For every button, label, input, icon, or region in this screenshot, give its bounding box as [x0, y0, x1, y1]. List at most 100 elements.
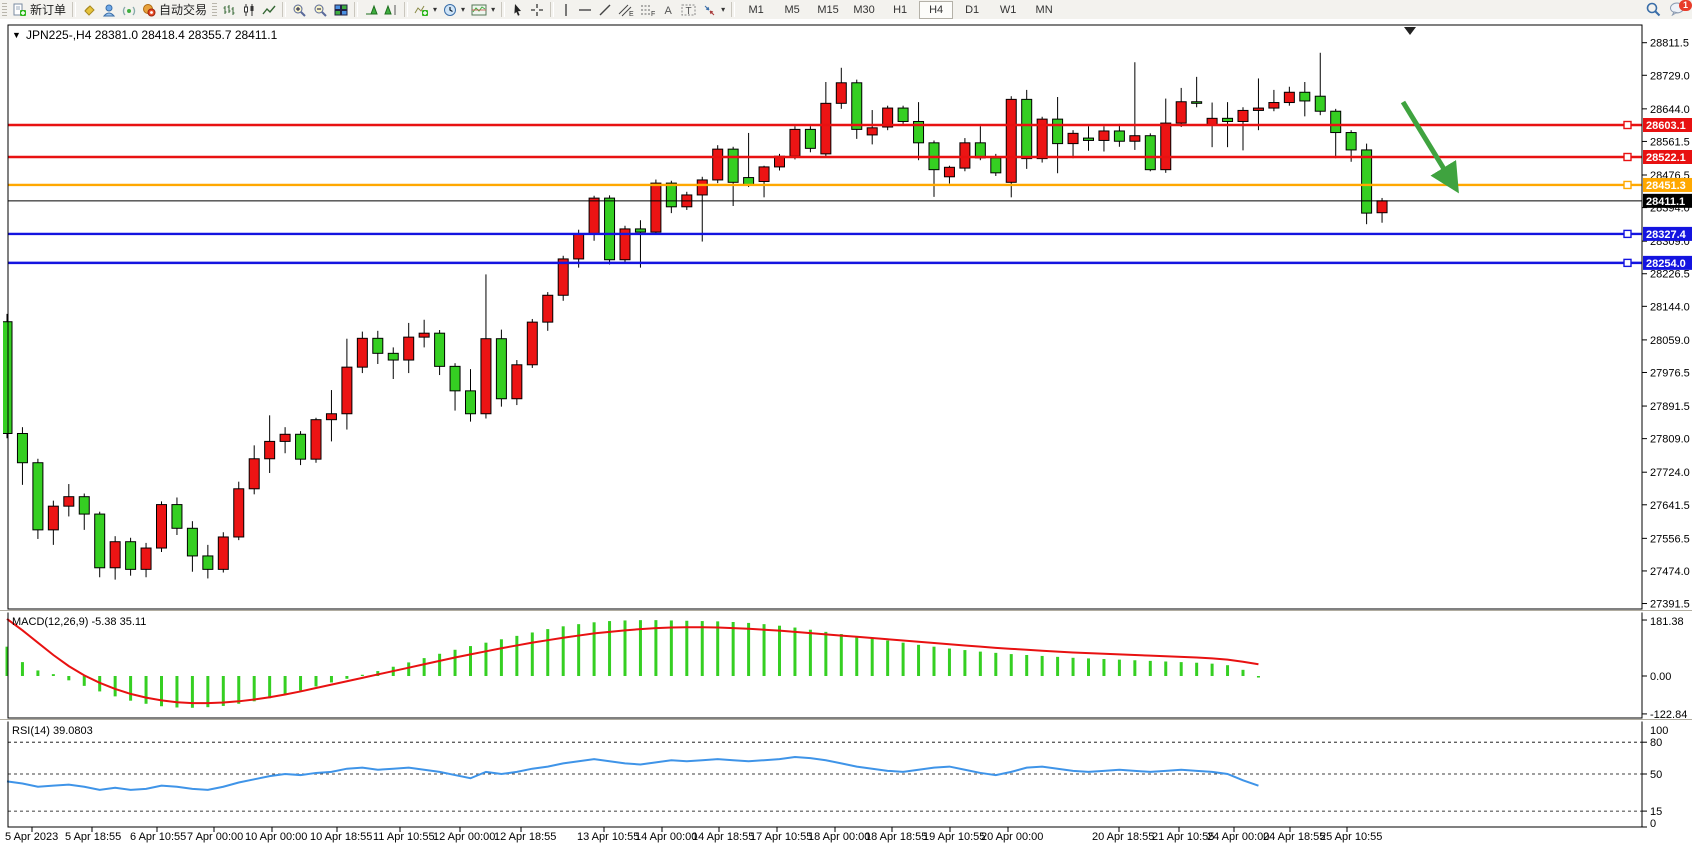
arrows-tool[interactable]: ▾ — [699, 1, 728, 18]
svg-text:28059.0: 28059.0 — [1650, 335, 1690, 347]
styles-button[interactable] — [79, 1, 99, 18]
svg-text:21 Apr 10:55: 21 Apr 10:55 — [1152, 831, 1214, 843]
timeframe-D1[interactable]: D1 — [965, 3, 980, 16]
svg-text:28644.0: 28644.0 — [1650, 104, 1690, 116]
svg-text:18 Apr 00:00: 18 Apr 00:00 — [808, 831, 870, 843]
auto-scroll-button[interactable] — [361, 1, 381, 18]
svg-text:12 Apr 18:55: 12 Apr 18:55 — [494, 831, 556, 843]
svg-text:28603.1: 28603.1 — [1646, 120, 1686, 132]
crosshair-icon — [531, 3, 544, 16]
chart-labels: ▼ JPN225-,H4 28381.0 28418.4 28355.7 2841… — [12, 28, 278, 737]
toolbar-grip[interactable] — [212, 3, 218, 16]
text-label-tool[interactable]: T — [678, 1, 699, 18]
tile-windows-button[interactable] — [331, 1, 351, 18]
toolbar-grip[interactable] — [2, 3, 7, 16]
svg-text:50: 50 — [1650, 769, 1662, 781]
timeframe-H1[interactable]: H1 — [893, 3, 908, 16]
zoom-out-button[interactable] — [310, 1, 331, 18]
cursor-tool-button[interactable] — [508, 1, 527, 18]
chart-shift-marker[interactable] — [1404, 27, 1416, 35]
text-label-icon: T — [681, 4, 696, 17]
search-icon[interactable] — [1645, 2, 1661, 17]
indicators-button[interactable]: ▾ — [411, 1, 440, 18]
fibonacci-icon: F — [641, 5, 655, 17]
arrows-icon — [704, 5, 715, 15]
svg-text:28411.1: 28411.1 — [1646, 196, 1685, 208]
svg-text:17 Apr 10:55: 17 Apr 10:55 — [750, 831, 812, 843]
svg-text:14 Apr 00:00: 14 Apr 00:00 — [635, 831, 697, 843]
signals-button[interactable] — [119, 1, 139, 18]
timeframe-W1[interactable]: W1 — [999, 3, 1017, 16]
toolbar-separator — [501, 2, 506, 17]
zoom-out-icon — [314, 4, 327, 17]
indicators-icon — [414, 5, 429, 16]
dropdown-caret: ▾ — [721, 5, 726, 14]
svg-text:10 Apr 18:55: 10 Apr 18:55 — [310, 831, 372, 843]
bar-chart-button[interactable] — [219, 1, 239, 18]
periods-button[interactable]: ▾ — [440, 1, 468, 18]
dropdown-caret: ▾ — [433, 5, 438, 14]
svg-text:20 Apr 18:55: 20 Apr 18:55 — [1092, 831, 1154, 843]
svg-text:5 Apr 2023: 5 Apr 2023 — [5, 831, 58, 843]
timeframe-M1[interactable]: M1 — [748, 3, 764, 16]
timeframe-M15[interactable]: M15 — [817, 3, 839, 16]
rsi-label: RSI(14) 39.0803 — [12, 725, 93, 737]
timeframe-H4[interactable]: H4 — [919, 0, 954, 19]
community-button[interactable] — [99, 1, 119, 18]
svg-text:27474.0: 27474.0 — [1650, 566, 1690, 578]
chart-shift-button[interactable] — [381, 1, 401, 18]
svg-text:28451.3: 28451.3 — [1646, 180, 1686, 192]
svg-text:E: E — [629, 11, 634, 17]
timeframe-MN[interactable]: MN — [1035, 3, 1053, 16]
annotation-arrow[interactable] — [1400, 100, 1459, 194]
svg-text:28522.1: 28522.1 — [1646, 152, 1686, 164]
line-chart-button[interactable] — [259, 1, 279, 18]
svg-text:11 Apr 10:55: 11 Apr 10:55 — [373, 831, 435, 843]
trendline-tool[interactable] — [595, 1, 615, 18]
new-order-button[interactable]: 新订单 — [9, 1, 69, 18]
svg-text:7 Apr 00:00: 7 Apr 00:00 — [187, 831, 243, 843]
text-icon: A — [665, 5, 673, 17]
svg-text:F: F — [651, 11, 655, 17]
bar-chart-icon — [223, 4, 235, 15]
vertical-line-tool[interactable] — [557, 1, 575, 18]
svg-text:28226.5: 28226.5 — [1650, 269, 1690, 281]
zoom-in-icon — [293, 4, 306, 17]
autotrade-label: 自动交易 — [159, 3, 208, 17]
templates-button[interactable]: ▾ — [468, 1, 498, 18]
rsi-indicator — [6, 741, 1642, 812]
svg-text:27891.5: 27891.5 — [1650, 401, 1690, 413]
notification-badge: 1 — [1679, 0, 1692, 11]
svg-text:28327.4: 28327.4 — [1646, 229, 1687, 241]
autotrade-icon — [143, 3, 156, 16]
macd-label: MACD(12,26,9) -5.38 35.11 — [12, 616, 146, 628]
notifications-button[interactable]: 1 — [1669, 0, 1692, 19]
zoom-in-button[interactable] — [289, 1, 310, 18]
horizontal-line-tool[interactable] — [575, 1, 595, 18]
crosshair-tool-button[interactable] — [527, 1, 547, 18]
svg-text:13 Apr 10:55: 13 Apr 10:55 — [577, 831, 639, 843]
svg-text:20 Apr 00:00: 20 Apr 00:00 — [981, 831, 1043, 843]
timeframe-M30[interactable]: M30 — [853, 3, 875, 16]
equidistant-channel-tool[interactable]: E — [615, 1, 637, 18]
toolbar-separator — [282, 2, 287, 17]
svg-text:24 Apr 00:00: 24 Apr 00:00 — [1207, 831, 1269, 843]
svg-text:24 Apr 18:55: 24 Apr 18:55 — [1263, 831, 1325, 843]
collapse-icon[interactable]: ▼ — [12, 30, 21, 40]
line-chart-icon — [262, 5, 276, 14]
timeframe-group: M1 M5 M15 M30 H1 H4 D1 W1 MN — [738, 0, 1062, 19]
chart-shift-icon — [384, 4, 396, 15]
svg-text:19 Apr 10:55: 19 Apr 10:55 — [923, 831, 985, 843]
autotrade-button[interactable]: 自动交易 — [139, 1, 210, 18]
chart-canvas[interactable]: 28811.528729.028644.028561.528476.528394… — [0, 19, 1692, 849]
timeframe-M5[interactable]: M5 — [784, 3, 800, 16]
level-lines: 28603.1 28522.1 28451.3 28327.4 28254.0 28411… — [8, 118, 1692, 270]
text-tool[interactable]: A — [659, 1, 678, 18]
fibonacci-tool[interactable]: F — [637, 1, 659, 18]
candlestick-chart-icon — [244, 3, 254, 16]
candlestick-chart-button[interactable] — [239, 1, 259, 18]
toolbar-right-icons: 1 — [1645, 0, 1692, 19]
trendline-icon — [599, 4, 611, 15]
new-order-label: 新订单 — [30, 3, 67, 17]
